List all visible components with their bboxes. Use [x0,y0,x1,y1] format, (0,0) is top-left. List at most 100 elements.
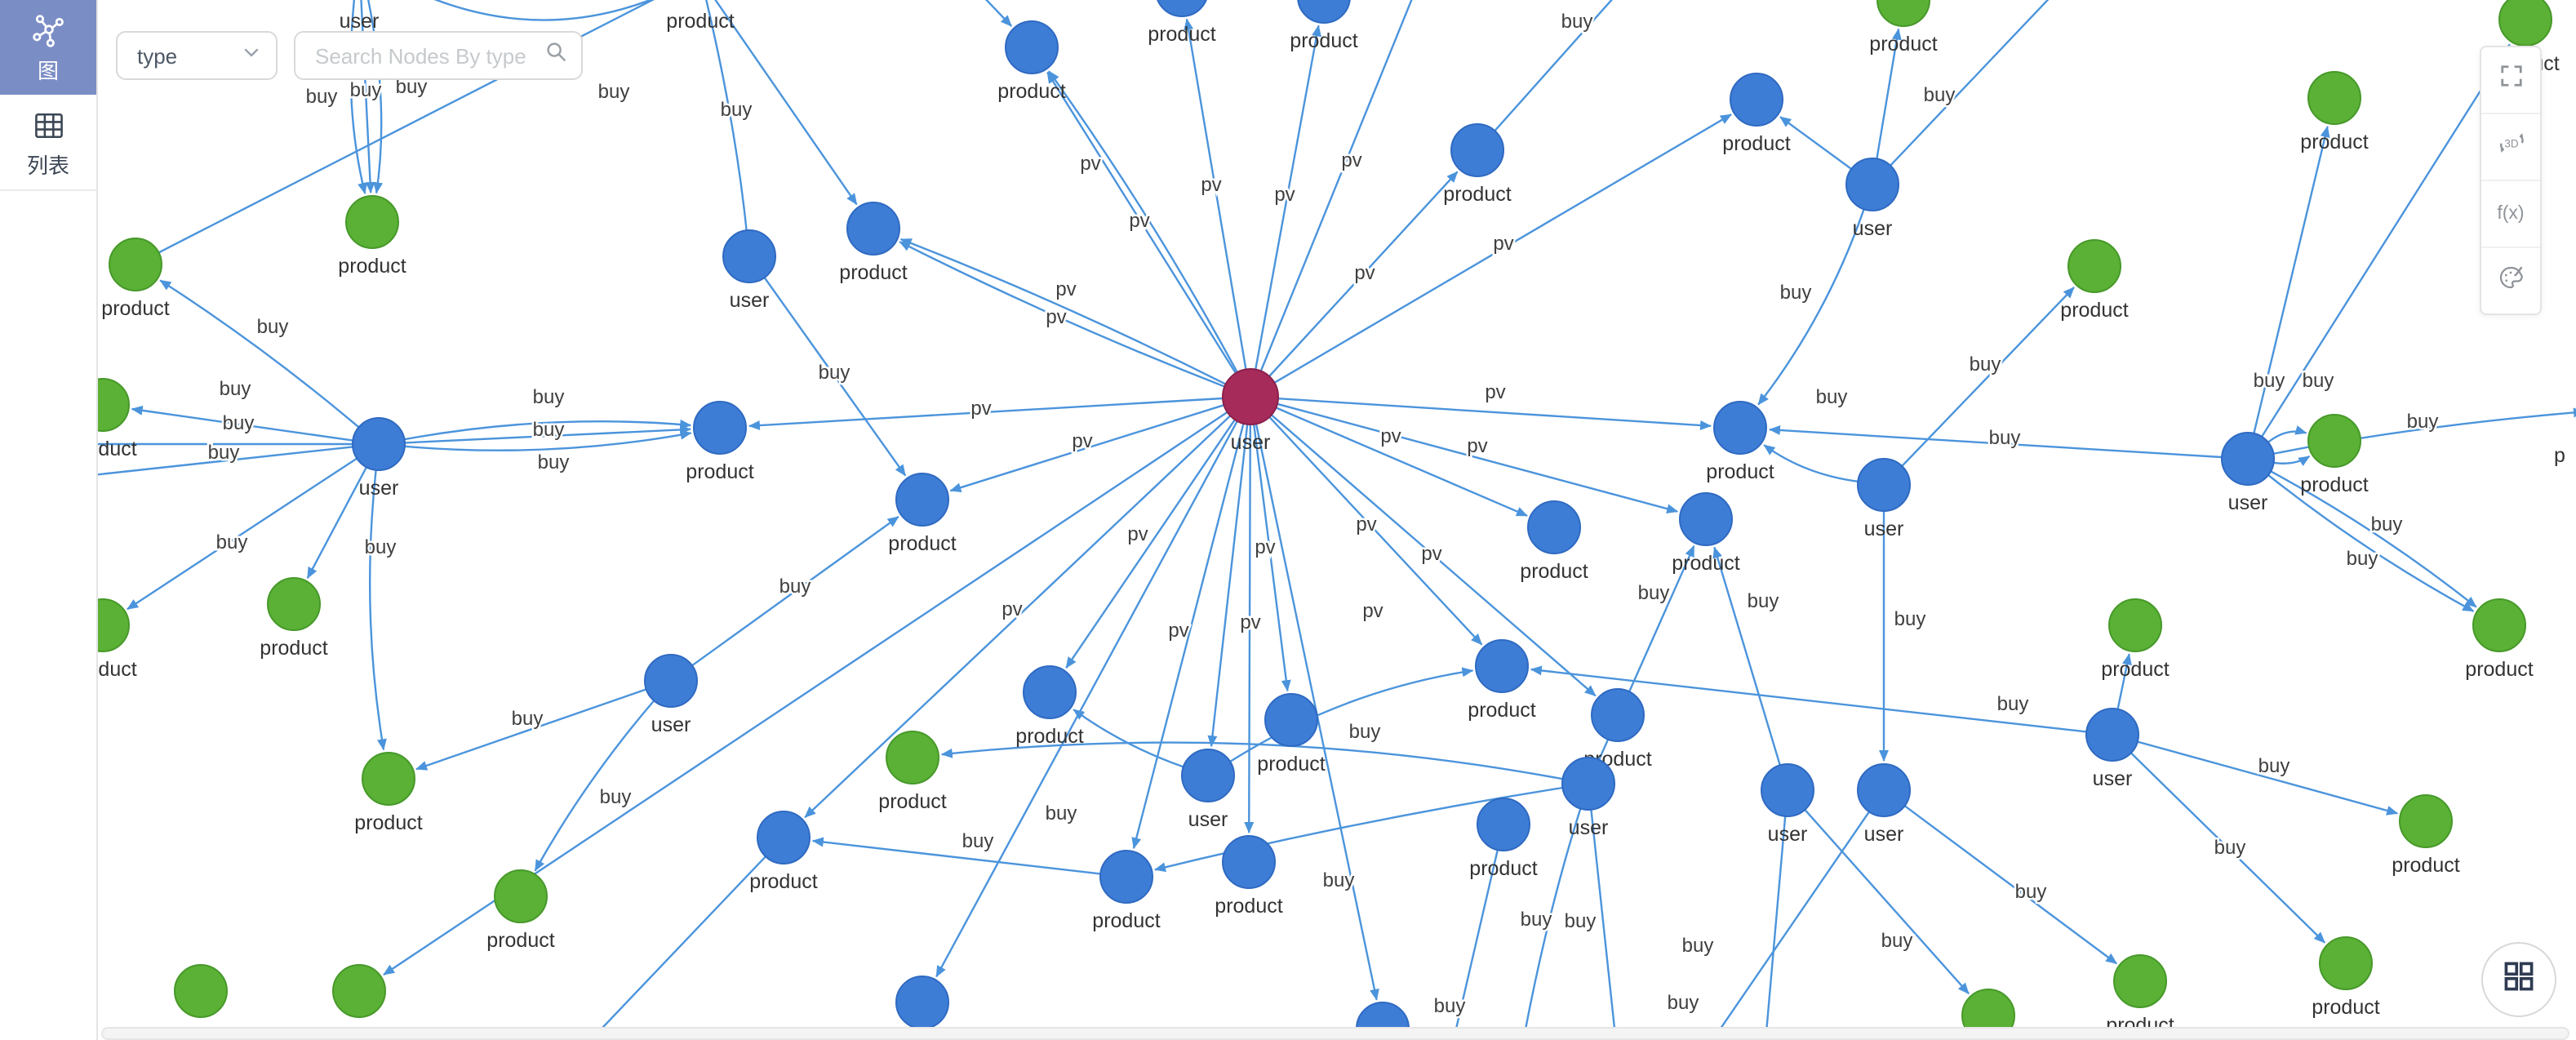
graph-edge-pv [1048,70,1238,373]
graph-network-icon [30,13,66,57]
graph-node-user[interactable] [1857,763,1911,817]
graph-node-product[interactable] [1527,500,1581,554]
graph-node-product[interactable] [2067,239,2121,293]
graph-node-product[interactable] [2319,936,2373,990]
rotate-3d-button[interactable]: 3D [2481,114,2540,181]
graph-node-product[interactable] [1297,0,1351,24]
palette-button[interactable] [2481,248,2540,313]
node-label: product [338,255,406,278]
graph-edge [2253,126,2330,434]
graph-node-user[interactable] [722,229,776,283]
graph-node-product[interactable] [1591,688,1645,742]
graph-node-user[interactable] [895,976,949,1029]
graph-edge-pv [1275,407,1528,517]
graph-node-product[interactable] [2113,954,2167,1008]
graph-edge-buy [691,516,899,667]
edge-label: pv [1002,598,1022,620]
graph-node-product[interactable] [1099,850,1153,904]
node-label: user [1231,431,1271,454]
graph-edge-pv [1273,113,1732,384]
graph-node-product[interactable] [332,964,386,1018]
graph-node-product[interactable] [345,195,399,249]
edge-label: buy [2258,755,2290,777]
edge-label: buy [1970,353,2001,376]
graph-node-product[interactable] [693,401,747,455]
edge-label: pv [1467,435,1487,457]
graph-node-product[interactable] [1222,835,1276,889]
graph-node-user[interactable] [644,654,698,708]
graph-node-user[interactable] [2085,708,2139,762]
edge-label: buy [350,79,382,101]
sidebar-item-graph[interactable]: 图 [0,0,96,95]
graph-node-product[interactable] [2307,71,2361,125]
node-label: product [2060,299,2128,322]
edge-label: pv [1055,278,1076,300]
graph-node-product[interactable] [1156,0,1208,17]
graph-node-center-user[interactable] [1222,368,1279,425]
graph-node-product[interactable] [886,731,939,784]
graph-node-product[interactable] [1264,693,1318,747]
search-box [294,31,583,80]
palette-icon [2496,262,2525,300]
edge-label: buy [819,362,851,384]
graph-edge-buy [368,469,387,751]
graph-node-product[interactable] [1713,401,1767,455]
node-label: product [1672,552,1739,575]
edge-label: buy [1780,282,1812,304]
horizontal-scrollbar[interactable] [101,1027,2569,1040]
graph-edge-buy [131,405,353,442]
graph-edge-pv [1244,424,1255,833]
edge-label: buy [721,99,753,121]
fullscreen-button[interactable] [2481,47,2540,114]
graph-node-user[interactable] [352,417,406,471]
graph-node-product[interactable] [2498,0,2552,47]
edge-label: buy [216,531,248,553]
graph-node-user[interactable] [1857,458,1911,512]
edge-label: buy [1349,721,1381,743]
chevron-down-icon [242,41,261,70]
graph-node-product[interactable] [1005,20,1059,74]
graph-node-product[interactable] [2108,598,2162,652]
type-select-value: type [137,43,178,68]
graph-node-product[interactable] [362,752,415,806]
function-button[interactable]: f(x) [2481,181,2540,248]
graph-node-product[interactable] [1730,73,1783,127]
graph-node-user[interactable] [1845,158,1899,211]
graph-edge-pv [1253,424,1291,692]
graph-node-product[interactable] [1023,665,1077,719]
graph-node-product[interactable] [1876,0,1930,27]
graph-node-product[interactable] [2399,794,2453,848]
graph-node-product[interactable] [1475,639,1529,693]
edge-label: pv [1380,425,1401,447]
node-label: product [1215,895,1282,918]
graph-node-product[interactable] [267,577,321,631]
graph-edge-buy [534,700,655,872]
graph-node-product[interactable] [895,473,949,527]
graph-edge [984,0,1013,27]
graph-node-product[interactable] [757,811,811,864]
node-label: user [2228,491,2268,514]
search-icon[interactable] [544,39,568,72]
graph-edge-buy [415,688,647,771]
graph-node-product[interactable] [174,964,228,1018]
graph-node-user[interactable] [1761,763,1814,817]
graph-node-product[interactable] [846,202,900,256]
graph-node-product[interactable] [494,869,548,923]
graph-node-user[interactable] [1561,757,1615,811]
sidebar-item-list[interactable]: 列表 [0,95,96,191]
graph-node-product[interactable] [1477,798,1530,851]
graph-node-user[interactable] [2221,432,2275,486]
search-input[interactable] [295,43,544,68]
graph-node-product[interactable] [109,238,162,291]
edge-label: pv [1072,430,1092,452]
graph-edge-buy [1903,805,2118,965]
layout-grid-button[interactable] [2481,942,2556,1017]
graph-node-product[interactable] [1450,123,1504,177]
type-select[interactable]: type [116,31,278,80]
graph-node-product[interactable] [2307,414,2361,468]
graph-edge-buy [404,424,691,444]
graph-node-product[interactable] [1679,492,1733,546]
graph-node-product[interactable] [2472,598,2526,652]
graph-node-user[interactable] [1181,749,1235,802]
